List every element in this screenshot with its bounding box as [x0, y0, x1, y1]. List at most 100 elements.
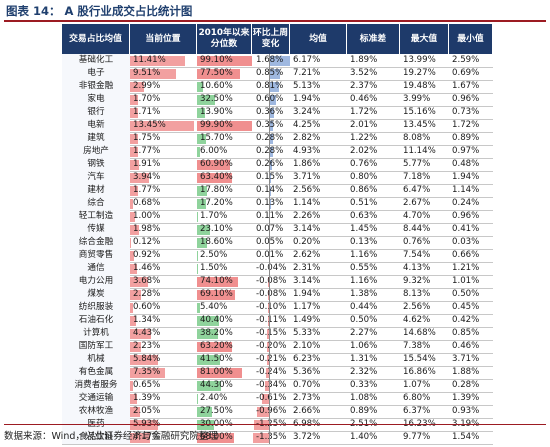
cell-min: 1.67% [452, 81, 480, 91]
bar-current-position [130, 159, 140, 170]
cell-min: 0.97% [452, 146, 480, 156]
cell-pct: 63.20% [200, 341, 233, 351]
bar-weekly-change [269, 55, 290, 66]
cell-min: 0.28% [452, 380, 480, 390]
cell-pos: 9.51% [133, 68, 161, 78]
bar-percentile [197, 107, 205, 118]
cell-pct: 1.70% [200, 211, 228, 221]
row-divider [62, 352, 493, 354]
bar-weekly-change [267, 315, 270, 326]
row-industry-name: 交通运输 [62, 392, 130, 405]
cell-max: 2.67% [403, 198, 431, 208]
cell-max: 11.14% [403, 146, 436, 156]
change-axis [269, 54, 271, 444]
cell-mean: 0.20% [293, 237, 321, 247]
cell-std: 0.76% [350, 159, 378, 169]
bar-current-position [130, 302, 133, 313]
cell-pct: 6.00% [200, 146, 228, 156]
cell-std: 0.86% [350, 185, 378, 195]
bar-current-position [130, 55, 185, 66]
bar-weekly-change [269, 68, 280, 79]
cell-std: 3.52% [350, 68, 378, 78]
cell-pos: 0.68% [133, 198, 161, 208]
cell-std: 1.31% [350, 354, 378, 364]
cell-min: 0.41% [452, 224, 480, 234]
bar-weekly-change [252, 432, 270, 443]
bar-weekly-change [269, 94, 277, 105]
cell-pos: 3.94% [133, 172, 161, 182]
cell-pct: 40.40% [200, 315, 233, 325]
bar-weekly-change [269, 120, 274, 131]
row-industry-name: 基础化工 [62, 54, 130, 67]
cell-chg: -0.15% [256, 328, 287, 338]
bar-percentile [197, 211, 198, 222]
row-industry-name: 家电 [62, 93, 130, 106]
cell-min: 0.96% [452, 94, 480, 104]
row-industry-name: 汽车 [62, 171, 130, 184]
cell-chg: -0.21% [256, 354, 287, 364]
bar-percentile [197, 198, 207, 209]
row-industry-name: 商贸零售 [62, 249, 130, 262]
bar-current-position [130, 250, 135, 261]
cell-max: 9.77% [403, 432, 431, 442]
cell-std: 0.63% [350, 211, 378, 221]
cell-pos: 2.99% [133, 81, 161, 91]
cell-max: 8.44% [403, 224, 431, 234]
cell-mean: 1.94% [293, 94, 321, 104]
cell-max: 15.54% [403, 354, 436, 364]
bar-weekly-change [268, 276, 270, 287]
cell-chg: -1.35% [256, 432, 287, 442]
cell-chg: 0.07% [252, 223, 290, 236]
cell-chg: -0.20% [256, 341, 287, 351]
cell-mean: 2.56% [293, 185, 321, 195]
bar-weekly-change [257, 406, 270, 417]
cell-std: 1.06% [350, 341, 378, 351]
cell-std: 0.80% [350, 172, 378, 182]
bar-weekly-change [267, 328, 270, 339]
bar-percentile [197, 432, 235, 443]
cell-mean: 0.70% [293, 380, 321, 390]
cell-std: 0.51% [350, 198, 378, 208]
row-divider [62, 196, 493, 198]
cell-min: 0.46% [452, 341, 480, 351]
row-industry-name: 电子 [62, 67, 130, 80]
header-5: 标准差 [347, 24, 400, 54]
row-divider [62, 92, 493, 94]
bar-weekly-change [269, 159, 273, 170]
bar-percentile [197, 68, 240, 79]
bar-percentile [197, 224, 210, 235]
cell-chg: 0.11% [252, 210, 290, 223]
bar-percentile [197, 315, 220, 326]
cell-min: 2.59% [452, 55, 480, 65]
cell-pct: 74.10% [200, 276, 233, 286]
bar-weekly-change [264, 380, 270, 391]
bar-percentile [197, 237, 208, 248]
cell-min: 1.54% [452, 432, 480, 442]
cell-pos: 5.84% [133, 354, 161, 364]
cell-pos: 2.28% [133, 289, 161, 299]
row-industry-name: 非银金融 [62, 80, 130, 93]
cell-min: 0.42% [452, 315, 480, 325]
cell-chg: -0.08% [256, 289, 287, 299]
bar-current-position [130, 120, 195, 131]
bar-weekly-change [266, 354, 270, 365]
row-divider [62, 66, 493, 68]
cell-min: 0.96% [452, 211, 480, 221]
cell-pos: 2.23% [133, 341, 161, 351]
cell-pos: 1.70% [133, 94, 161, 104]
cell-chg: -0.11% [256, 315, 287, 325]
bar-current-position [130, 198, 134, 209]
cell-min: 1.14% [452, 185, 480, 195]
bar-current-position [130, 354, 158, 365]
cell-pct: 81.00% [200, 367, 233, 377]
cell-chg: 0.36% [252, 106, 290, 119]
bar-current-position [130, 185, 139, 196]
row-industry-name: 国防军工 [62, 340, 130, 353]
bar-percentile [197, 328, 218, 339]
row-industry-name: 电力公用 [62, 275, 130, 288]
cell-pct: 41.50% [200, 354, 233, 364]
bar-weekly-change [269, 107, 274, 118]
row-divider [62, 326, 493, 328]
bar-percentile [197, 289, 235, 300]
bar-current-position [130, 341, 141, 352]
